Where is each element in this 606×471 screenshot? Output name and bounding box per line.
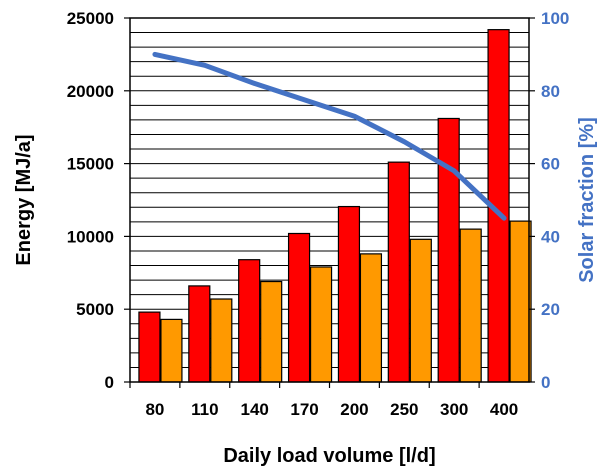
y-tick-label: 0 xyxy=(105,373,114,392)
bar-s1-80 xyxy=(138,311,161,383)
bar-s1-170 xyxy=(287,232,311,383)
x-tick-label: 250 xyxy=(390,400,418,419)
bar-s2-250 xyxy=(409,238,432,383)
y2-axis-title: Solar fraction [%] xyxy=(576,117,598,283)
x-tick-label: 200 xyxy=(340,400,368,419)
y-axis-title: Energy [MJ/a] xyxy=(13,134,35,265)
line-layer xyxy=(152,51,507,221)
bar-s2-80 xyxy=(160,318,183,383)
x-tick-label: 80 xyxy=(145,400,164,419)
bar-s1-250 xyxy=(387,161,410,383)
y-tick-label: 15000 xyxy=(67,155,114,174)
bar-s1-200 xyxy=(337,205,361,383)
y-tick-label: 20000 xyxy=(67,82,114,101)
bar-s1-140 xyxy=(238,259,261,383)
y2-tick-label: 40 xyxy=(541,227,560,246)
bar-s1-110 xyxy=(188,285,211,383)
y2-tick-label: 0 xyxy=(541,373,550,392)
bar-s2-400 xyxy=(509,220,532,383)
solar-fraction-line xyxy=(152,51,507,221)
x-tick-label: 170 xyxy=(290,400,318,419)
y2-tick-label: 20 xyxy=(541,300,560,319)
y2-axis-ticks: 0 20 40 60 80 100 xyxy=(529,9,569,392)
bar-s2-170 xyxy=(309,266,333,383)
y-axis-ticks: 0 5000 10000 15000 20000 25000 xyxy=(67,9,130,392)
x-tick-label: 110 xyxy=(191,400,218,419)
bar-s2-140 xyxy=(260,280,283,383)
bar-s2-200 xyxy=(359,253,383,383)
y-tick-label: 25000 xyxy=(67,9,114,28)
bar-s1-300 xyxy=(437,117,460,383)
y2-tick-label: 60 xyxy=(541,155,560,174)
bar-s2-110 xyxy=(210,298,233,383)
x-axis-ticks: 80 110 140 170 200 250 300 400 xyxy=(129,382,518,419)
x-tick-label: 400 xyxy=(490,400,518,419)
y-tick-label: 10000 xyxy=(67,227,114,246)
y2-tick-label: 100 xyxy=(541,9,569,28)
bars xyxy=(138,29,532,383)
y-tick-label: 5000 xyxy=(76,300,114,319)
bar-s2-300 xyxy=(459,228,482,383)
x-tick-label: 300 xyxy=(440,400,468,419)
x-tick-label: 140 xyxy=(241,400,269,419)
x-axis-title: Daily load volume [l/d] xyxy=(223,445,435,467)
y2-tick-label: 80 xyxy=(541,82,560,101)
